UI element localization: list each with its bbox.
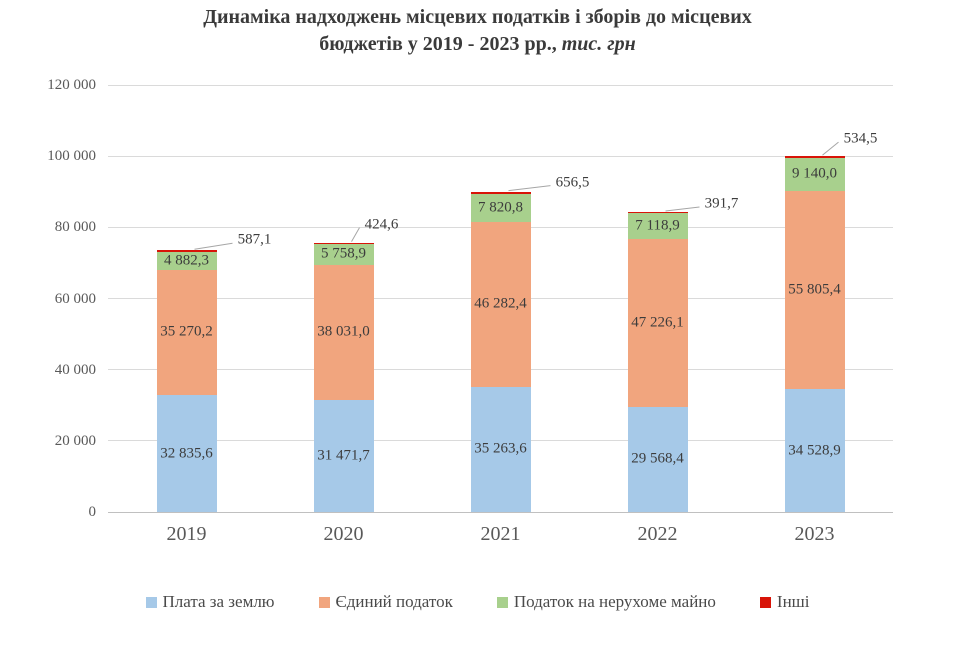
bar-segment — [156, 250, 217, 253]
bar-segment — [627, 212, 688, 214]
gridline — [108, 155, 893, 157]
bar-segment — [470, 386, 531, 512]
y-axis-tick-label: 120 000 — [47, 77, 96, 93]
x-axis-label: 2019 — [166, 523, 207, 545]
bar-segment — [784, 156, 845, 159]
x-axis-label: 2020 — [323, 523, 364, 545]
bar-segment — [470, 191, 531, 194]
data-label: 38 031,0 — [317, 323, 370, 340]
data-label: 31 471,7 — [317, 447, 370, 464]
data-label-outside: 534,5 — [843, 130, 878, 147]
legend-swatch — [759, 596, 771, 608]
data-label-outside: 391,7 — [704, 195, 739, 212]
gridline — [108, 84, 893, 86]
y-axis-tick-label: 20 000 — [54, 432, 96, 449]
legend-swatch — [496, 596, 508, 608]
chart-title-line-2-text: бюджетів у 2019 - 2023 рр., — [319, 33, 562, 55]
bar-segment — [470, 194, 531, 222]
bar-segment — [627, 406, 688, 512]
legend-swatch — [318, 596, 330, 608]
bar-segment — [313, 242, 374, 245]
data-label-outside: 424,6 — [364, 216, 399, 233]
bar-segment — [784, 158, 845, 191]
data-label: 5 758,9 — [321, 245, 366, 262]
chart-title: Динаміка надходжень місцевих податків і … — [0, 4, 955, 58]
data-label: 47 226,1 — [631, 314, 684, 331]
bar-segment — [313, 244, 374, 265]
chart-title-line-1: Динаміка надходжень місцевих податків і … — [203, 6, 752, 28]
data-label: 7 820,8 — [478, 199, 523, 216]
chart-title-unit: тис. грн — [561, 33, 636, 55]
data-label: 35 270,2 — [160, 323, 213, 340]
chart-title-line-2: бюджетів у 2019 - 2023 рр., тис. грн — [0, 31, 955, 58]
legend: Плата за землю Єдиний податок Податок на н… — [0, 592, 955, 612]
legend-item: Єдиний податок — [318, 592, 453, 612]
data-label: 9 140,0 — [792, 165, 837, 182]
data-label: 7 118,9 — [635, 217, 680, 234]
gridline — [108, 511, 893, 513]
data-label: 35 263,6 — [474, 440, 527, 457]
data-label: 4 882,3 — [164, 252, 209, 269]
legend-label: Інші — [776, 592, 810, 611]
y-axis-tick-label: 40 000 — [54, 361, 96, 378]
data-label: 32 835,6 — [160, 445, 213, 462]
data-label-outside: 656,5 — [555, 174, 590, 191]
data-label: 55 805,4 — [788, 281, 841, 298]
x-axis-label: 2021 — [480, 523, 521, 545]
bar-segment — [313, 264, 374, 400]
data-label: 34 528,9 — [788, 442, 841, 459]
legend-label: Єдиний податок — [335, 592, 453, 611]
y-axis-tick-label: 100 000 — [47, 148, 96, 165]
data-label-outside: 587,1 — [237, 231, 272, 248]
legend-item: Податок на нерухоме майно — [496, 592, 716, 612]
bar-segment — [784, 389, 845, 512]
bar-segment — [156, 269, 217, 396]
bar-segment — [627, 213, 688, 239]
bar-segment — [627, 238, 688, 407]
y-axis-tick-label: 60 000 — [54, 290, 96, 307]
bar-segment — [156, 252, 217, 270]
legend-swatch — [145, 596, 157, 608]
legend-item: Інші — [759, 592, 810, 612]
bar-segment — [470, 221, 531, 387]
data-label: 46 282,4 — [474, 295, 527, 312]
data-label: 29 568,4 — [631, 450, 684, 467]
legend-item: Плата за землю — [145, 592, 275, 612]
x-axis-label: 2022 — [637, 523, 678, 545]
y-axis-tick-label: 0 — [88, 504, 97, 520]
bar-segment — [313, 400, 374, 512]
y-axis-tick-label: 80 000 — [54, 219, 96, 236]
bar-segment — [156, 395, 217, 512]
legend-label: Плата за землю — [162, 592, 275, 611]
x-axis-label: 2023 — [794, 523, 835, 545]
bar-segment — [784, 190, 845, 390]
legend-label: Податок на нерухоме майно — [513, 592, 716, 611]
